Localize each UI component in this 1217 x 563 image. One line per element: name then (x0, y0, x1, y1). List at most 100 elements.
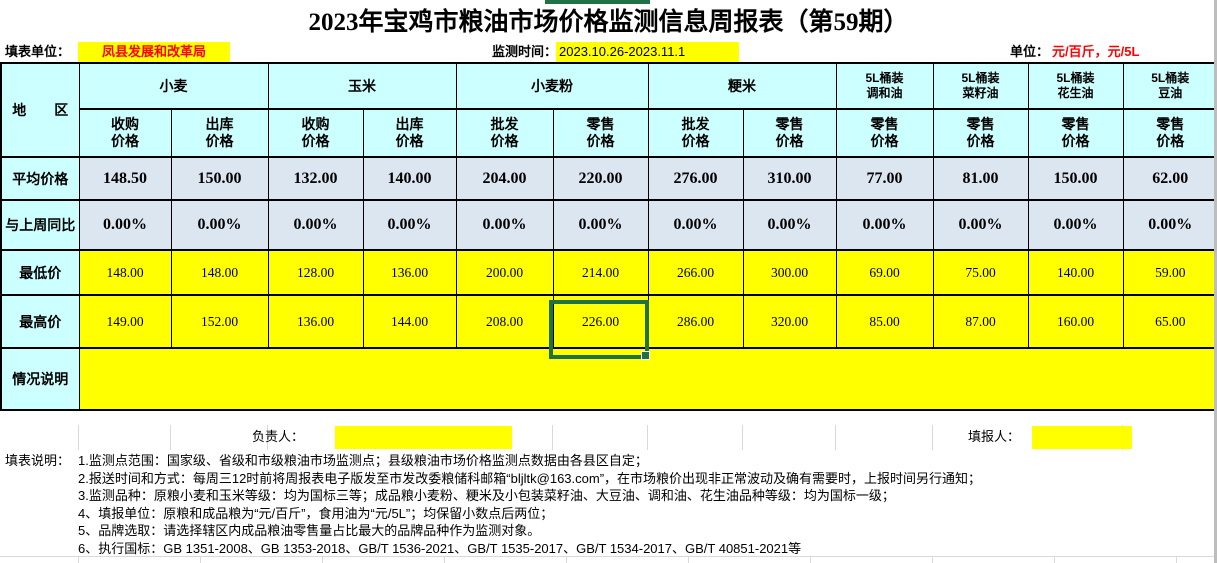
pct-cell[interactable]: 0.00% (1027, 199, 1124, 251)
pct-cell[interactable]: 0.00% (1122, 199, 1217, 251)
price-cell[interactable]: 320.00 (742, 294, 837, 349)
meta-row: 填表单位： 凤县发展和改革局 监测时间： 2023.10.26-2023.11.… (0, 42, 1217, 62)
pct-cell[interactable]: 0.00% (170, 199, 269, 251)
price-cell[interactable]: 132.00 (267, 156, 364, 201)
group-peanut-oil[interactable]: 5L桶装 花生油 (1027, 62, 1124, 110)
sub-header-cell[interactable]: 出库 价格 (170, 108, 269, 158)
price-cell[interactable]: 136.00 (362, 249, 457, 296)
sub-header-cell[interactable]: 零售 价格 (835, 108, 934, 158)
pct-cell[interactable]: 0.00% (362, 199, 457, 251)
price-cell[interactable]: 286.00 (647, 294, 744, 349)
price-cell[interactable]: 140.00 (1027, 249, 1124, 296)
responsible-label: 负责人： (252, 429, 305, 444)
pct-cell[interactable]: 0.00% (835, 199, 934, 251)
max-price-row: 最高价 149.00 152.00 136.00 144.00 208.00 2… (0, 294, 1217, 349)
price-cell[interactable]: 214.00 (552, 249, 649, 296)
pct-cell[interactable]: 0.00% (647, 199, 744, 251)
price-cell[interactable]: 148.00 (78, 249, 172, 296)
unit-label: 单位： (1010, 44, 1050, 59)
form-unit-label: 填表单位： (5, 44, 71, 59)
grid-remnant-line (0, 556, 1217, 557)
price-cell[interactable]: 300.00 (742, 249, 837, 296)
price-cell[interactable]: 200.00 (455, 249, 554, 296)
form-unit-cell[interactable]: 凤县发展和改革局 (78, 42, 230, 62)
note-line: 填表说明： 1.监测点范围：国家级、省级和市级粮油市场监测点；县级粮油市场价格监测… (5, 452, 1215, 470)
group-wheat[interactable]: 小麦 (78, 62, 269, 110)
price-cell[interactable]: 59.00 (1122, 249, 1217, 296)
sub-header-cell[interactable]: 出库 价格 (362, 108, 457, 158)
sub-header-cell[interactable]: 零售 价格 (552, 108, 649, 158)
price-cell[interactable]: 62.00 (1122, 156, 1217, 201)
price-cell[interactable]: 81.00 (932, 156, 1029, 201)
filler-cell[interactable] (1032, 426, 1132, 449)
selection-remnant-bar (545, 0, 650, 4)
price-cell[interactable]: 149.00 (78, 294, 172, 349)
pct-cell[interactable]: 0.00% (552, 199, 649, 251)
row-label-average[interactable]: 平均价格 (0, 156, 80, 201)
price-cell[interactable]: 310.00 (742, 156, 837, 201)
min-price-row: 最低价 148.00 148.00 128.00 136.00 200.00 2… (0, 249, 1217, 296)
price-cell[interactable]: 75.00 (932, 249, 1029, 296)
fill-handle[interactable] (641, 351, 650, 360)
price-cell[interactable]: 148.50 (78, 156, 172, 201)
row-label-situation[interactable]: 情况说明 (0, 347, 80, 411)
sub-header-cell[interactable]: 零售 价格 (1122, 108, 1217, 158)
sub-header-cell[interactable]: 收购 价格 (78, 108, 172, 158)
group-soybean-oil[interactable]: 5L桶装 豆油 (1122, 62, 1217, 110)
pct-cell[interactable]: 0.00% (742, 199, 837, 251)
note-line: 4、填报单位：原粮和成品粮为“元/百斤”，食用油为“元/5L”；均保留小数点后两… (78, 505, 554, 521)
pct-cell[interactable]: 0.00% (455, 199, 554, 251)
price-table: 地 区 小麦 玉米 小麦粉 粳米 5L桶装 调和油 5L桶装 菜籽油 5L桶装 … (0, 62, 1217, 411)
average-price-row: 平均价格 148.50 150.00 132.00 140.00 204.00 … (0, 156, 1217, 201)
price-cell[interactable]: 87.00 (932, 294, 1029, 349)
sub-header-cell[interactable]: 零售 价格 (1027, 108, 1124, 158)
group-japonica-rice[interactable]: 粳米 (647, 62, 837, 110)
note-line: 3.监测品种：原粮小麦和玉米等级：均为国标三等；成品粮小麦粉、粳米及小包装菜籽油… (78, 488, 895, 504)
price-cell[interactable]: 144.00 (362, 294, 457, 349)
sub-header-cell[interactable]: 收购 价格 (267, 108, 364, 158)
price-cell[interactable]: 65.00 (1122, 294, 1217, 349)
price-cell[interactable]: 266.00 (647, 249, 744, 296)
price-cell[interactable]: 208.00 (455, 294, 554, 349)
selected-cell-outline (549, 300, 650, 360)
signature-row: 负责人： 填报人： (0, 423, 1217, 451)
group-wheat-flour[interactable]: 小麦粉 (455, 62, 649, 110)
sub-header-cell[interactable]: 零售 价格 (932, 108, 1029, 158)
group-corn[interactable]: 玉米 (267, 62, 457, 110)
group-blend-oil[interactable]: 5L桶装 调和油 (835, 62, 934, 110)
price-cell[interactable]: 152.00 (170, 294, 269, 349)
price-cell[interactable]: 128.00 (267, 249, 364, 296)
note-line: 6、执行国标：GB 1351-2008、GB 1353-2018、GB/T 15… (78, 540, 802, 556)
week-over-week-row: 与上周同比 0.00% 0.00% 0.00% 0.00% 0.00% 0.00… (0, 199, 1217, 251)
report-title: 2023年宝鸡市粮油市场价格监测信息周报表（第59期） (308, 9, 909, 36)
note-line: 2.报送时间和方式：每周三12时前将周报表电子版发至市发改委粮储科邮箱“bljl… (78, 470, 982, 486)
pct-cell[interactable]: 0.00% (932, 199, 1029, 251)
pct-cell[interactable]: 0.00% (78, 199, 172, 251)
sub-header-cell[interactable]: 批发 价格 (455, 108, 554, 158)
price-cell[interactable]: 150.00 (170, 156, 269, 201)
price-cell[interactable]: 204.00 (455, 156, 554, 201)
responsible-cell[interactable] (335, 426, 512, 449)
price-cell[interactable]: 160.00 (1027, 294, 1124, 349)
region-header-cell[interactable]: 地 区 (0, 62, 80, 158)
group-rapeseed-oil[interactable]: 5L桶装 菜籽油 (932, 62, 1029, 110)
price-cell[interactable]: 140.00 (362, 156, 457, 201)
row-label-max[interactable]: 最高价 (0, 294, 80, 349)
sub-header-cell[interactable]: 零售 价格 (742, 108, 837, 158)
row-label-wow[interactable]: 与上周同比 (0, 199, 80, 251)
monitor-time-label: 监测时间： (492, 44, 558, 59)
unit-value: 元/百斤，元/5L (1052, 44, 1140, 59)
row-label-min[interactable]: 最低价 (0, 249, 80, 296)
price-cell[interactable]: 85.00 (835, 294, 934, 349)
price-cell[interactable]: 276.00 (647, 156, 744, 201)
monitor-time-cell[interactable]: 2023.10.26-2023.11.1 (556, 42, 739, 62)
price-cell[interactable]: 150.00 (1027, 156, 1124, 201)
price-cell[interactable]: 148.00 (170, 249, 269, 296)
price-cell[interactable]: 136.00 (267, 294, 364, 349)
pct-cell[interactable]: 0.00% (267, 199, 364, 251)
price-cell[interactable]: 220.00 (552, 156, 649, 201)
price-cell[interactable]: 77.00 (835, 156, 934, 201)
sub-header-cell[interactable]: 批发 价格 (647, 108, 744, 158)
price-cell[interactable]: 69.00 (835, 249, 934, 296)
